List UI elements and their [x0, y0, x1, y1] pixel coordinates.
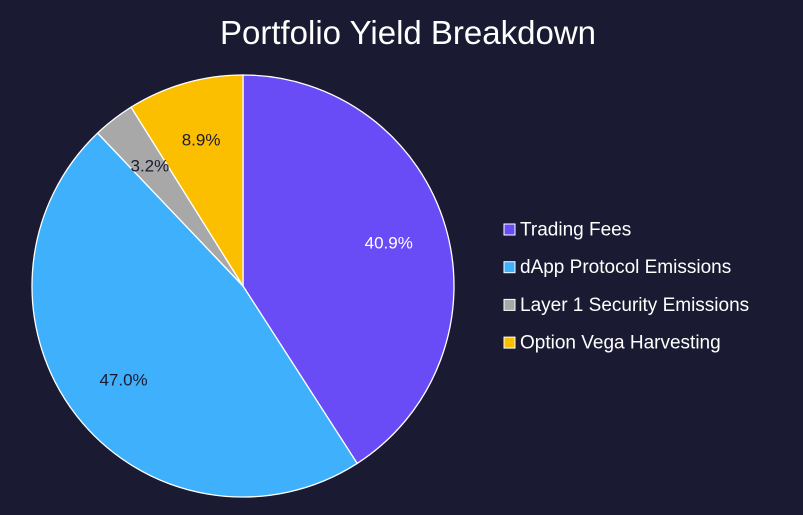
pie-slices — [31, 74, 455, 498]
chart-title: Portfolio Yield Breakdown — [220, 14, 596, 51]
legend: Trading Fees dApp Protocol Emissions Layer… — [503, 220, 749, 354]
legend-swatch-option-vega-harvesting — [503, 336, 516, 349]
legend-label-trading-fees: Trading Fees — [520, 220, 631, 241]
legend-swatch-dapp-protocol-emissions — [503, 261, 516, 274]
legend-label-dapp-protocol-emissions: dApp Protocol Emissions — [520, 257, 731, 278]
legend-label-option-vega-harvesting: Option Vega Harvesting — [520, 333, 721, 354]
legend-swatch-trading-fees — [503, 223, 516, 236]
pie-label-dapp-protocol-emissions: 47.0% — [99, 370, 147, 389]
pie-label-layer-1-security-emissions: 3.2% — [131, 156, 170, 175]
pie-label-option-vega-harvesting: 8.9% — [182, 130, 221, 149]
pie-label-trading-fees: 40.9% — [365, 234, 413, 253]
pie-slice-trading-fees — [242, 74, 455, 465]
legend-label-layer-1-security-emissions: Layer 1 Security Emissions — [520, 295, 749, 316]
legend-swatch-layer-1-security-emissions — [503, 298, 516, 311]
pie-slice-dapp-protocol-emissions — [31, 132, 359, 498]
pie-percent-labels: 40.9% 47.0% 3.2% 8.9% — [99, 130, 412, 389]
pie-slice-option-vega-harvesting — [130, 74, 244, 289]
